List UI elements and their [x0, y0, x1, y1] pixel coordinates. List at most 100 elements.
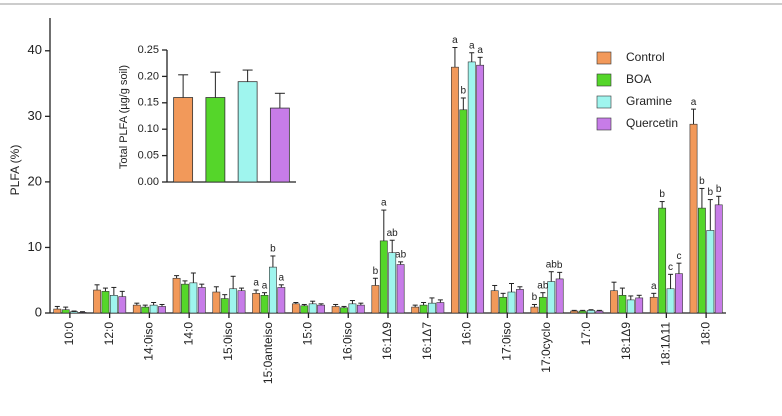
significance-letter: a — [469, 40, 475, 51]
bar — [348, 303, 357, 314]
bar — [118, 296, 127, 314]
bar — [172, 277, 181, 314]
bar — [61, 309, 70, 314]
bar — [109, 294, 118, 314]
bar — [371, 285, 380, 314]
y-tick-label: 30 — [28, 108, 42, 123]
bar — [570, 310, 579, 314]
bar — [356, 304, 365, 314]
bar — [635, 297, 644, 314]
y-tick-label: 20 — [28, 173, 42, 188]
bar — [595, 310, 604, 314]
bar — [189, 282, 198, 314]
bar — [269, 266, 277, 314]
bar — [689, 123, 698, 314]
bar — [149, 304, 158, 314]
bar — [53, 308, 62, 314]
bar — [388, 252, 397, 314]
y-tick-label: 0 — [35, 304, 42, 319]
bar — [308, 303, 317, 314]
y-tick-label: 0.25 — [138, 44, 159, 56]
x-tick-label: 18:0 — [698, 322, 712, 346]
inset-bar — [269, 107, 290, 183]
x-tick-label: 15:0anteiso — [261, 322, 275, 384]
bar — [291, 303, 300, 314]
significance-letter: ab — [537, 280, 549, 291]
inset-bar — [237, 81, 258, 183]
y-tick-label: 0.20 — [138, 70, 159, 82]
significance-letter: b — [373, 266, 379, 277]
legend-label: Control — [626, 50, 665, 64]
x-tick-label: 16:0iso — [340, 322, 354, 361]
significance-letter: b — [659, 189, 665, 200]
bar — [317, 304, 325, 314]
significance-letter: ab — [546, 259, 558, 270]
bar — [229, 288, 238, 314]
significance-letter: b — [461, 86, 467, 97]
legend-label: Quercetin — [626, 116, 678, 130]
bar — [78, 312, 87, 314]
legend-swatch — [596, 73, 612, 87]
bar — [300, 305, 309, 314]
significance-letter: ab — [395, 250, 407, 261]
x-tick-label: 15:0iso — [221, 322, 235, 361]
bar — [476, 64, 485, 314]
bar — [181, 283, 189, 314]
bar — [649, 296, 658, 314]
inset-bar — [205, 97, 226, 183]
x-tick-label: 16:1Δ7 — [420, 322, 434, 360]
bar — [714, 204, 723, 314]
bar — [436, 302, 445, 314]
bar — [277, 287, 286, 314]
x-tick-label: 18:1Δ9 — [619, 322, 633, 360]
bar — [555, 278, 564, 314]
x-tick-label: 15:0 — [301, 322, 315, 346]
bar — [499, 296, 507, 314]
significance-letter: ab — [387, 228, 399, 239]
bar — [618, 294, 627, 314]
bar — [658, 207, 667, 314]
significance-letter: b — [270, 244, 276, 255]
y-axis-label: PLFA (%) — [8, 145, 22, 196]
y-tick-label: 0.05 — [138, 150, 159, 162]
bar — [197, 287, 206, 314]
significance-letter: b — [532, 292, 538, 303]
bar — [698, 207, 706, 314]
x-tick-label: 18:1Δ11 — [659, 322, 673, 366]
bar — [212, 291, 221, 314]
bar — [706, 230, 715, 314]
y-tick-label: 10 — [28, 239, 42, 254]
y-tick-label: 40 — [28, 42, 42, 57]
x-tick-label: 16:1Δ9 — [380, 322, 394, 360]
inset-bar — [173, 97, 194, 183]
significance-letter: a — [477, 45, 483, 56]
bar — [331, 306, 340, 314]
bar — [428, 302, 436, 314]
bar — [141, 306, 150, 314]
bar — [396, 264, 405, 314]
significance-letter: c — [668, 262, 673, 273]
bar — [507, 291, 516, 314]
bar — [451, 66, 459, 314]
bar — [578, 310, 587, 314]
bar — [530, 306, 539, 314]
x-tick-label: 17:0iso — [499, 322, 513, 361]
significance-letter: a — [262, 280, 268, 291]
significance-letter: a — [381, 198, 387, 209]
legend-label: Gramine — [626, 94, 672, 108]
legend-label: BOA — [626, 72, 651, 86]
bar — [158, 306, 166, 314]
significance-letter: a — [651, 281, 657, 292]
significance-letter: a — [253, 278, 259, 289]
bar — [547, 281, 556, 314]
x-tick-label: 14:0 — [181, 322, 195, 346]
bar — [101, 291, 110, 314]
y-tick-label: 0.10 — [138, 123, 159, 135]
bar — [419, 304, 428, 314]
significance-letter: a — [691, 97, 697, 108]
significance-letter: b — [557, 260, 563, 271]
bar — [70, 311, 78, 314]
x-tick-label: 17:0cyclo — [539, 322, 553, 373]
significance-letter: a — [279, 272, 285, 283]
